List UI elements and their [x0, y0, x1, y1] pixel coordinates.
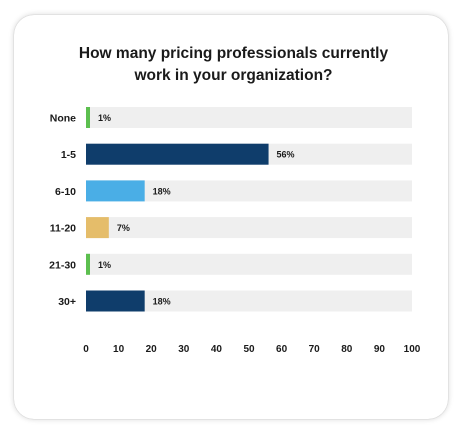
value-label-21-30: 1%: [98, 260, 111, 270]
x-tick-label-0: 0: [83, 344, 89, 355]
bar-6-10: [86, 180, 145, 202]
category-label-30: 30+: [58, 296, 76, 308]
x-tick-label-100: 100: [404, 344, 421, 355]
x-tick-label-20: 20: [146, 344, 158, 355]
bar-track-11-20: [86, 217, 412, 239]
bar-21-30: [86, 253, 90, 275]
chart-title-line-1: How many pricing professionals currently: [78, 45, 389, 62]
bar-track-none: [86, 107, 412, 128]
value-label-none: 1%: [98, 113, 111, 123]
value-label-1-5: 56%: [277, 150, 295, 160]
x-tick-label-80: 80: [341, 344, 353, 355]
category-label-none: None: [50, 113, 76, 125]
bar-1-5: [86, 143, 269, 165]
bar-track-30: [86, 290, 412, 312]
category-label-21-30: 21-30: [49, 259, 76, 271]
value-label-11-20: 7%: [117, 223, 130, 233]
x-tick-label-60: 60: [276, 344, 288, 355]
bar-track-6-10: [86, 180, 412, 202]
x-tick-label-70: 70: [309, 344, 321, 355]
x-tick-label-50: 50: [243, 344, 255, 355]
bar-none: [86, 107, 90, 128]
category-label-11-20: 11-20: [50, 223, 76, 235]
x-tick-label-10: 10: [113, 344, 125, 355]
bar-30: [86, 290, 145, 312]
bar-11-20: [86, 217, 109, 239]
category-label-6-10: 6-10: [55, 186, 76, 198]
category-label-1-5: 1-5: [61, 149, 76, 161]
value-label-6-10: 18%: [153, 186, 171, 196]
chart-card: [14, 15, 448, 419]
value-label-30: 18%: [153, 297, 171, 307]
chart-title-line-2: work in your organization?: [134, 67, 333, 84]
bar-track-21-30: [86, 253, 412, 275]
x-tick-label-30: 30: [178, 344, 190, 355]
chart-title: How many pricing professionals currently…: [0, 43, 467, 87]
x-tick-label-90: 90: [374, 344, 386, 355]
x-tick-label-40: 40: [211, 344, 223, 355]
